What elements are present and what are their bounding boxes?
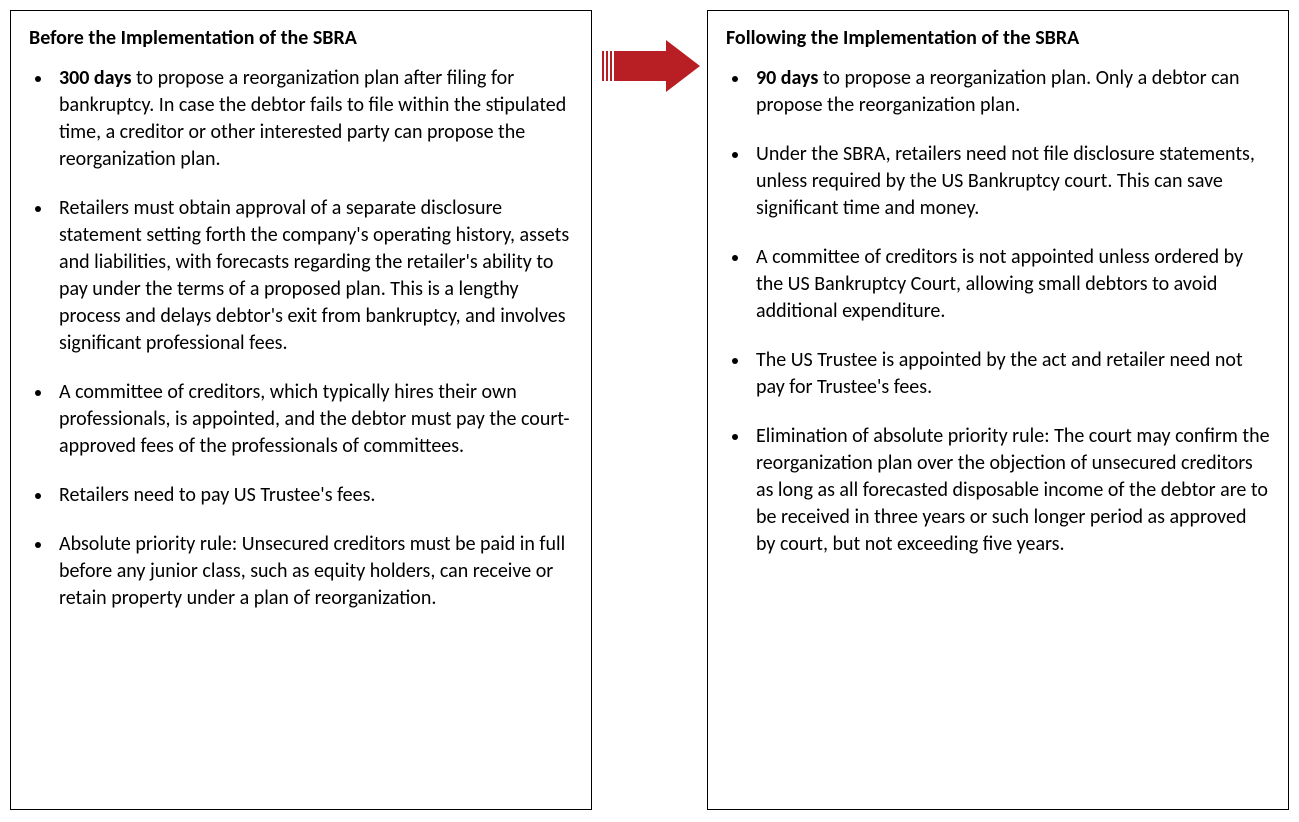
bold-lead: 90 days — [756, 66, 818, 90]
comparison-container: Before the Implementation of the SBRA 30… — [10, 10, 1289, 810]
bullet-text: Retailers must obtain approval of a sepa… — [59, 195, 573, 357]
bullet-text: Elimination of absolute priority rule: T… — [756, 423, 1270, 558]
list-item: 300 days to propose a reorganization pla… — [29, 65, 573, 173]
list-item: A committee of creditors is not appointe… — [726, 244, 1270, 325]
bullet-icon — [732, 152, 738, 158]
list-item: Absolute priority rule: Unsecured credit… — [29, 531, 573, 612]
after-bullet-list: 90 days to propose a reorganization plan… — [726, 65, 1270, 558]
bullet-text: A committee of creditors is not appointe… — [756, 244, 1270, 325]
list-item: Retailers must obtain approval of a sepa… — [29, 195, 573, 357]
bullet-rest: A committee of creditors is not appointe… — [756, 245, 1243, 323]
bullet-rest: Under the SBRA, retailers need not file … — [756, 142, 1255, 220]
bullet-rest: to propose a reorganization plan. Only a… — [756, 66, 1240, 117]
bullet-text: Under the SBRA, retailers need not file … — [756, 141, 1270, 222]
bullet-rest: The US Trustee is appointed by the act a… — [756, 348, 1243, 399]
list-item: Elimination of absolute priority rule: T… — [726, 423, 1270, 558]
bullet-icon — [732, 434, 738, 440]
bullet-rest: Absolute priority rule: Unsecured credit… — [59, 532, 565, 610]
bullet-icon — [35, 76, 41, 82]
bullet-text: 90 days to propose a reorganization plan… — [756, 65, 1270, 119]
bullet-rest: to propose a reorganization plan after f… — [59, 66, 566, 171]
bullet-icon — [35, 390, 41, 396]
bullet-rest: Elimination of absolute priority rule: T… — [756, 424, 1270, 556]
list-item: Under the SBRA, retailers need not file … — [726, 141, 1270, 222]
list-item: 90 days to propose a reorganization plan… — [726, 65, 1270, 119]
list-item: A committee of creditors, which typicall… — [29, 379, 573, 460]
arrow-container — [592, 10, 707, 94]
bullet-rest: Retailers must obtain approval of a sepa… — [59, 196, 569, 355]
bullet-text: Retailers need to pay US Trustee's fees. — [59, 482, 573, 509]
bullet-icon — [732, 76, 738, 82]
before-panel: Before the Implementation of the SBRA 30… — [10, 10, 592, 810]
bullet-icon — [35, 542, 41, 548]
bullet-text: Absolute priority rule: Unsecured credit… — [59, 531, 573, 612]
before-panel-title: Before the Implementation of the SBRA — [29, 25, 573, 51]
bullet-icon — [732, 255, 738, 261]
bullet-text: A committee of creditors, which typicall… — [59, 379, 573, 460]
list-item: Retailers need to pay US Trustee's fees. — [29, 482, 573, 509]
bullet-rest: Retailers need to pay US Trustee's fees. — [59, 483, 375, 507]
bold-lead: 300 days — [59, 66, 132, 90]
bullet-icon — [35, 493, 41, 499]
bullet-text: 300 days to propose a reorganization pla… — [59, 65, 573, 173]
list-item: The US Trustee is appointed by the act a… — [726, 347, 1270, 401]
bullet-icon — [732, 358, 738, 364]
bullet-rest: A committee of creditors, which typicall… — [59, 380, 570, 458]
after-panel: Following the Implementation of the SBRA… — [707, 10, 1289, 810]
bullet-text: The US Trustee is appointed by the act a… — [756, 347, 1270, 401]
bullet-icon — [35, 206, 41, 212]
before-bullet-list: 300 days to propose a reorganization pla… — [29, 65, 573, 612]
arrow-right-icon — [596, 38, 704, 94]
after-panel-title: Following the Implementation of the SBRA — [726, 25, 1270, 51]
